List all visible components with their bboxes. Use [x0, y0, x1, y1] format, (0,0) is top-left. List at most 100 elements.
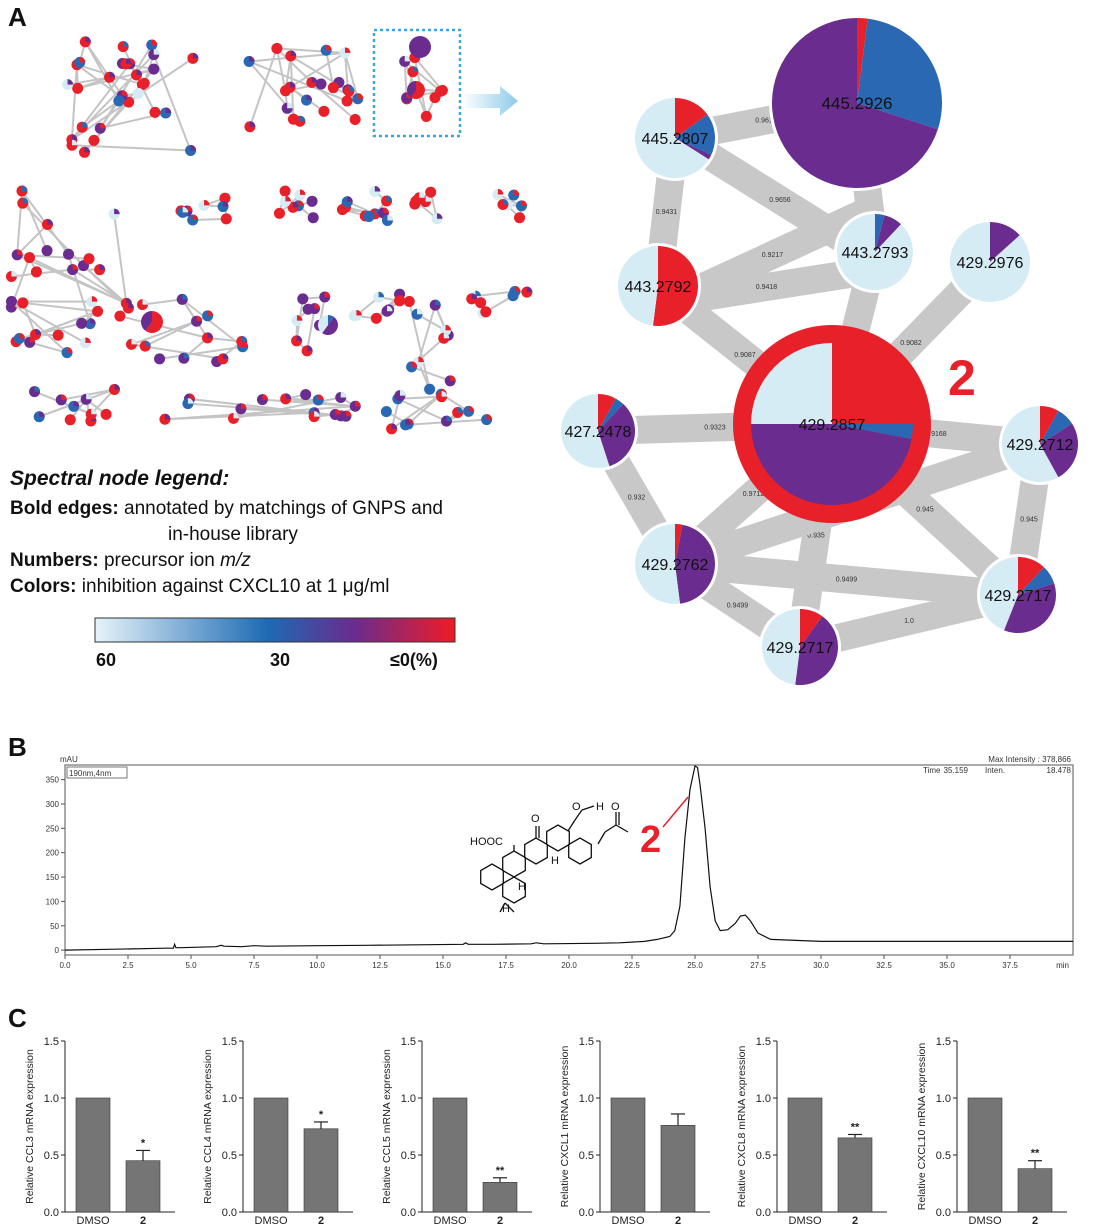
node-pie	[771, 18, 943, 188]
structure-bond	[597, 831, 606, 845]
structure-ring	[502, 850, 526, 878]
mini-node	[136, 299, 148, 311]
mini-node-slice	[122, 90, 128, 96]
pie-slice	[1040, 410, 1073, 444]
chromatogram-trace	[64, 765, 1073, 951]
mini-node	[13, 333, 25, 345]
pie-slice	[875, 215, 902, 252]
mini-edge	[189, 398, 347, 418]
mini-node	[285, 50, 297, 62]
category-label: DMSO	[969, 1215, 1002, 1227]
y-axis-label: Relative CXCL10 mRNA expression	[916, 1043, 928, 1211]
mini-node-slice	[285, 393, 292, 399]
mini-node-slice	[22, 197, 29, 204]
mini-node	[320, 44, 332, 56]
legend-colors-text: inhibition against CXCL10 at 1 μg/ml	[81, 576, 390, 597]
pie-slice	[318, 315, 328, 334]
mini-node-slice	[183, 352, 190, 359]
pie-slice	[409, 36, 431, 58]
mini-node-slice	[151, 39, 158, 46]
mini-edge	[93, 101, 130, 142]
bar	[432, 1097, 468, 1213]
mini-node-slice	[435, 299, 441, 306]
mini-node-slice	[100, 122, 106, 129]
atom-label: O	[572, 801, 581, 813]
mini-edge	[306, 308, 316, 352]
mini-node-slice	[412, 66, 419, 72]
node-mz-label: 429.2717	[767, 640, 834, 657]
pie-slice	[980, 557, 1018, 631]
atom-label: O	[531, 813, 540, 825]
mini-node-slice	[99, 264, 106, 270]
mini-node	[431, 213, 443, 225]
legend-numbers-text: precursor ion	[103, 550, 221, 571]
y-tick-label: 0.0	[756, 1207, 771, 1219]
mini-node	[84, 318, 96, 330]
scale-label-high: 60	[96, 650, 117, 670]
mini-node-slice	[67, 347, 73, 353]
y-tick-label: 1.0	[44, 1093, 59, 1105]
x-axis-label: min	[1056, 961, 1069, 970]
mini-node-slice	[182, 293, 188, 300]
mini-edge	[404, 60, 442, 92]
bar-chart-relative-cxcl10-mrna-expression: 0.0 0.5 1.0 1.5 Relative CXCL10 mRNA express…	[916, 1036, 1067, 1227]
atom-label: H	[518, 881, 526, 893]
x-tick-label: 12.5	[372, 961, 388, 970]
mini-node-slice	[71, 134, 78, 140]
mini-node-slice	[128, 96, 135, 103]
node-mz-label: 445.2807	[642, 131, 709, 148]
significance-marker: *	[319, 1109, 324, 1121]
mini-node-slice	[22, 297, 29, 303]
y-axis-label: Relative CCL5 mRNA expression	[381, 1049, 393, 1204]
mini-node-slice	[340, 392, 347, 398]
pie-slice	[1004, 583, 1056, 633]
mini-node-slice	[128, 302, 134, 309]
y-tick-label: 0.0	[222, 1207, 237, 1219]
mini-node	[350, 309, 362, 321]
mini-node	[41, 245, 53, 257]
mini-node	[182, 398, 194, 410]
mrna-bar-charts-panel: 0.0 0.5 1.0 1.5 Relative CCL3 mRNA expressio…	[24, 1036, 1067, 1227]
mini-node	[108, 383, 120, 395]
mini-node-slice	[307, 345, 313, 351]
mini-node	[100, 408, 112, 420]
mini-node	[436, 84, 448, 96]
mini-node-large	[407, 81, 425, 99]
mini-node	[508, 189, 520, 201]
mini-node	[291, 335, 303, 347]
mini-node	[452, 406, 464, 418]
mini-edge	[35, 310, 98, 336]
chromatogram-frame	[64, 764, 1074, 956]
mini-node-slice	[418, 356, 424, 363]
mini-node	[64, 414, 76, 426]
mini-node	[507, 290, 519, 302]
mini-node-slice	[519, 212, 526, 218]
pie-slice	[751, 343, 832, 424]
mini-node	[319, 291, 331, 303]
mini-edge	[29, 341, 68, 354]
mini-node	[312, 394, 324, 406]
mini-node-slice	[17, 249, 23, 255]
mini-node	[185, 144, 197, 156]
mini-node-slice	[91, 408, 97, 415]
mini-node	[284, 81, 296, 93]
mini-node-slice	[119, 310, 126, 317]
mini-node-slice	[426, 110, 432, 117]
mini-node-slice	[118, 95, 125, 101]
mini-edge	[411, 365, 451, 382]
mini-node	[104, 71, 116, 83]
mini-node	[76, 317, 88, 329]
mini-node	[315, 78, 327, 90]
mini-node	[281, 102, 293, 114]
mini-node	[228, 412, 240, 424]
category-label: 2	[852, 1215, 858, 1227]
mini-node-slice	[249, 121, 256, 127]
legend-numbers-unit: m/z	[220, 550, 251, 571]
y-tick-label: 1.5	[936, 1036, 951, 1048]
structure-bond	[615, 824, 629, 833]
network-zoom: 0.96120.94310.96560.94180.92170.93690.90…	[558, 15, 1081, 688]
pie-slice	[598, 398, 624, 431]
mini-node	[438, 332, 450, 344]
mini-node	[220, 213, 232, 225]
